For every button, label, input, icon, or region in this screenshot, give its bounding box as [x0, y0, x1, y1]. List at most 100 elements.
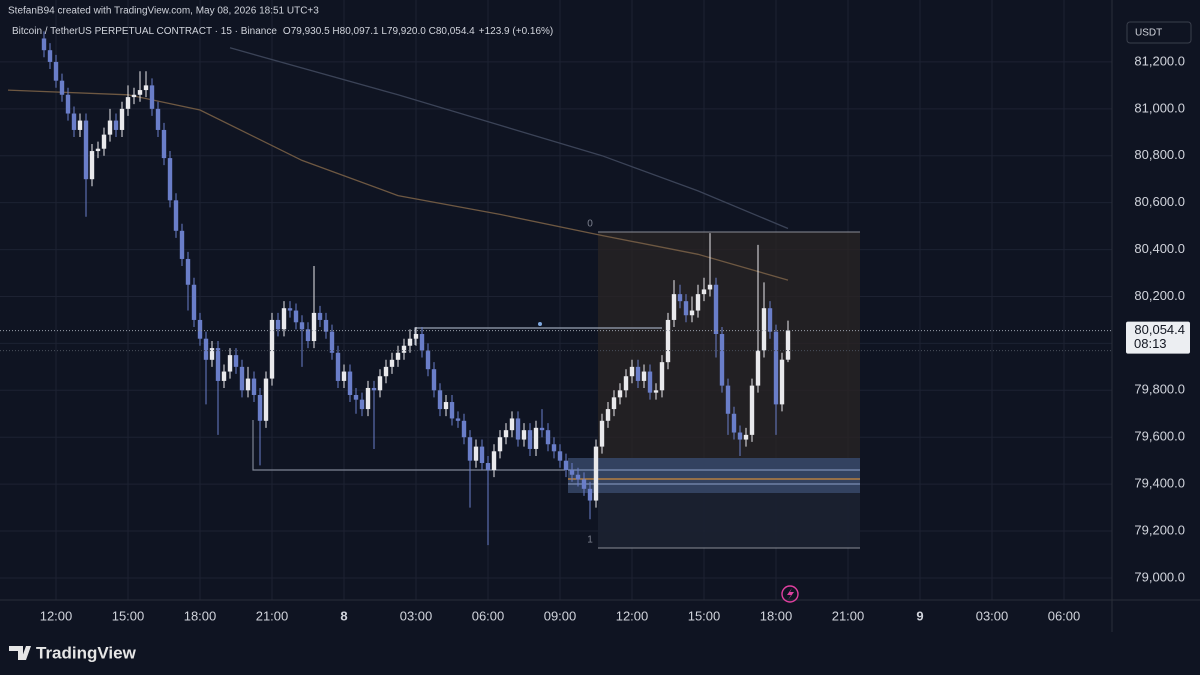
candle-body	[641, 371, 647, 381]
axes: 79,000.0 79,200.0 79,400.0 79,600.0 79,800.0…	[40, 53, 1190, 623]
candle-body	[287, 308, 293, 311]
candle-body	[341, 371, 347, 381]
x-tick-label: 03:00	[976, 608, 1009, 623]
marker-dot	[538, 322, 542, 326]
candle-body	[365, 387, 371, 410]
candle-body	[569, 470, 575, 475]
candle-body	[773, 331, 779, 405]
candle-body	[599, 420, 605, 447]
range-label: 0	[587, 219, 593, 230]
candle-body	[479, 446, 485, 464]
x-tick-label: 03:00	[400, 608, 433, 623]
candle-body	[107, 120, 113, 135]
candle-body	[437, 390, 443, 410]
candle-body	[419, 334, 425, 351]
candle-body	[725, 385, 731, 414]
candle-body	[269, 319, 275, 379]
candle-body	[323, 319, 329, 332]
drawings: 0 1	[252, 219, 860, 549]
candle-body	[395, 352, 401, 360]
candle-body	[593, 446, 599, 501]
footer	[0, 632, 1200, 675]
candle-body	[317, 312, 323, 320]
candle-body	[689, 310, 695, 316]
candle-body	[515, 418, 521, 440]
y-tick-label: 79,400.0	[1134, 476, 1185, 491]
candle-body	[125, 97, 131, 109]
x-tick-label: 8	[340, 608, 347, 623]
candle-body	[461, 420, 467, 438]
x-tick-label: 15:00	[688, 608, 721, 623]
candle-body	[113, 120, 119, 130]
candle-body	[359, 399, 365, 410]
alert-icon[interactable]	[781, 585, 799, 603]
currency: USDT	[1135, 28, 1162, 39]
x-tick-label: 18:00	[760, 608, 793, 623]
candle-body	[617, 390, 623, 398]
candle-body	[533, 427, 539, 449]
y-tick-label: 81,200.0	[1134, 53, 1185, 68]
candle-body	[275, 319, 281, 330]
candle-body	[203, 338, 209, 360]
candle-body	[311, 312, 317, 342]
y-tick-label: 80,400.0	[1134, 241, 1185, 256]
y-tick-label: 79,600.0	[1134, 429, 1185, 444]
candle-body	[305, 329, 311, 342]
legend-line: Bitcoin / TetherUS PERPETUAL CONTRACT · …	[12, 26, 553, 37]
candle-body	[47, 50, 53, 62]
candle-body	[701, 289, 707, 295]
candle-body	[65, 94, 71, 114]
candle-body	[527, 430, 533, 449]
y-tick-label: 80,600.0	[1134, 194, 1185, 209]
credit: StefanB94 created with TradingView.com, …	[8, 6, 319, 17]
candle-body	[329, 331, 335, 353]
candle-body	[101, 134, 107, 149]
candle-body	[335, 352, 341, 381]
candle-body	[425, 350, 431, 370]
candle-body	[233, 355, 239, 367]
candle-body	[449, 402, 455, 419]
price-tag-countdown: 08:13	[1134, 336, 1167, 351]
level-line	[252, 420, 565, 471]
candle-body	[131, 94, 137, 98]
price-tag	[1126, 321, 1190, 354]
candle-body	[665, 319, 671, 363]
x-tick-label: 21:00	[832, 608, 865, 623]
candle-body	[137, 90, 143, 95]
candle-body	[353, 394, 359, 400]
candle-body	[563, 460, 569, 471]
candle-body	[173, 200, 179, 231]
candle-body	[779, 359, 785, 405]
candle-body	[89, 151, 95, 180]
candle-body	[239, 366, 245, 391]
candle-body	[185, 258, 191, 285]
candle-body	[551, 444, 557, 452]
symbol: Bitcoin / TetherUS PERPETUAL CONTRACT · …	[12, 26, 277, 37]
x-tick-label: 9	[916, 608, 923, 623]
candle-body	[473, 446, 479, 461]
candle-body	[71, 113, 77, 130]
y-tick-label: 79,000.0	[1134, 569, 1185, 584]
candle-body	[713, 284, 719, 335]
candle-body	[83, 120, 89, 180]
candle-body	[215, 348, 221, 381]
candle-body	[659, 362, 665, 391]
candle-body	[161, 129, 167, 159]
candle-body	[347, 371, 353, 395]
y-tick-label: 79,200.0	[1134, 522, 1185, 537]
candle-body	[431, 369, 437, 391]
candle-body	[221, 371, 227, 381]
candle-body	[191, 284, 197, 320]
candle-body	[383, 366, 389, 377]
candle-body	[545, 430, 551, 445]
candle-body	[389, 359, 395, 367]
candle-body	[503, 430, 509, 438]
x-tick-label: 12:00	[40, 608, 73, 623]
candle-body	[767, 308, 773, 332]
candle-body	[245, 378, 251, 391]
currency-button[interactable]	[1126, 21, 1192, 44]
candle-body	[707, 284, 713, 290]
y-tick-label: 80,200.0	[1134, 288, 1185, 303]
candle-body	[623, 376, 629, 391]
candle-body	[521, 430, 527, 440]
